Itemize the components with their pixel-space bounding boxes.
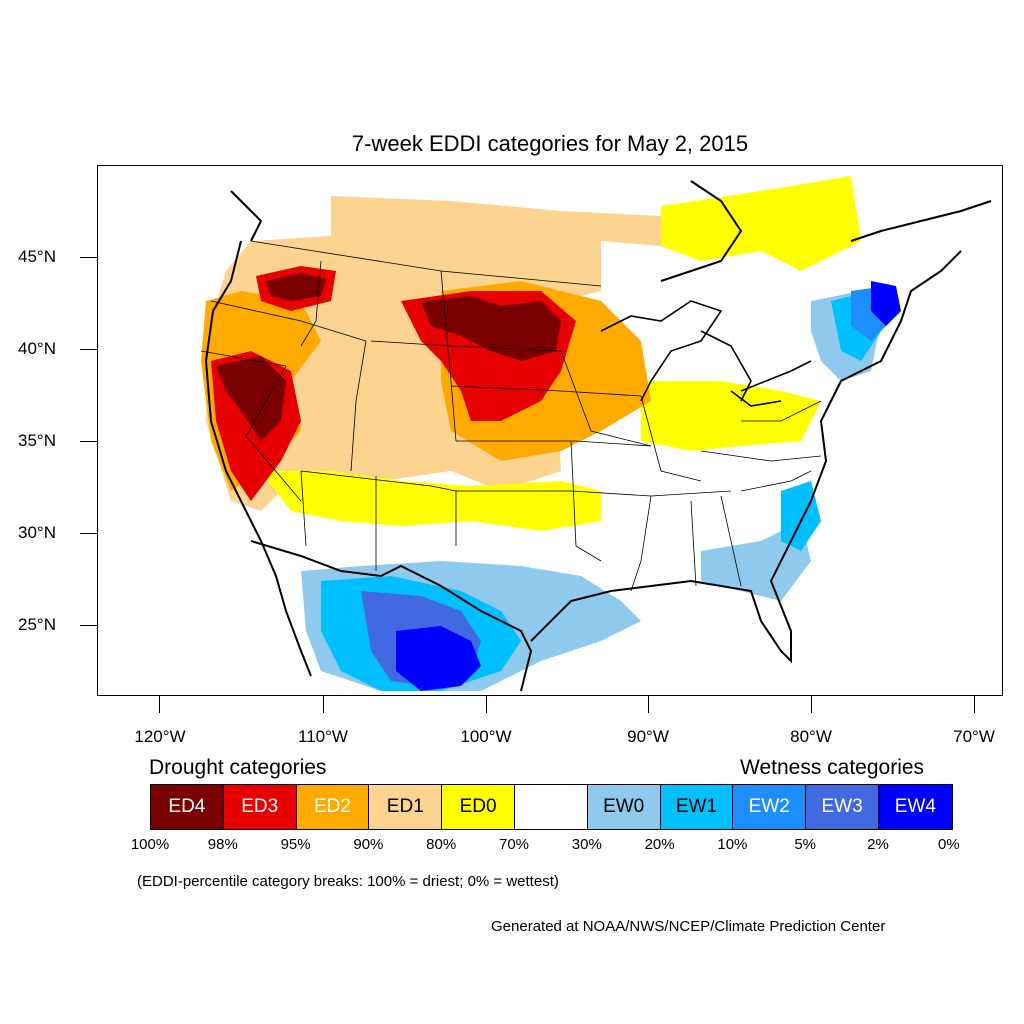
legend-break-label: 80% <box>426 836 457 853</box>
legend-break-label: 98% <box>207 836 238 853</box>
legend-break-label: 70% <box>498 836 530 853</box>
x-tick <box>974 696 975 713</box>
y-tick <box>80 349 97 350</box>
legend-cell-ed1: ED1 <box>369 785 443 829</box>
y-axis-label-45n: 45°N <box>18 247 56 266</box>
x-axis-label-100w: 100°W <box>460 727 512 746</box>
legend-cell-ew4: EW4 <box>878 785 952 829</box>
coastlines <box>204 180 992 692</box>
wetness-categories-heading: Wetness categories <box>740 756 925 779</box>
region-ed0-south <box>261 471 601 531</box>
y-tick <box>80 533 97 534</box>
legend-break-label: 2% <box>867 836 889 853</box>
legend-cell-ew0: EW0 <box>587 785 661 829</box>
region-ew4-texas <box>396 626 481 691</box>
x-axis-label-90w: 90°W <box>627 727 669 746</box>
x-tick <box>811 696 812 713</box>
map-canvas <box>200 176 992 692</box>
region-ed4-nevada <box>216 356 286 441</box>
credit-line: Generated at NOAA/NWS/NCEP/Climate Predi… <box>491 918 886 935</box>
region-ed4-plains <box>421 296 561 361</box>
legend-break-label: 100% <box>130 836 170 853</box>
legend-cell-ed4: ED4 <box>151 785 224 829</box>
y-axis-label-30n: 30°N <box>18 523 56 542</box>
x-tick <box>486 696 487 713</box>
legend-break-label: 20% <box>644 836 675 853</box>
legend-break-label: 30% <box>571 836 602 853</box>
region-ed4-nw <box>266 273 326 301</box>
legend-break-label: 95% <box>280 836 311 853</box>
great-lakes <box>600 300 812 407</box>
legend-break-label: 10% <box>717 836 748 853</box>
y-axis-label-35n: 35°N <box>18 431 56 450</box>
data-regions <box>201 176 901 691</box>
legend-cell-ew1: EW1 <box>660 785 734 829</box>
y-tick <box>80 625 97 626</box>
x-axis-label-120w: 120°W <box>134 727 186 746</box>
category-breaks-note: (EDDI-percentile category breaks: 100% =… <box>137 873 559 890</box>
legend-break-label: 0% <box>937 836 960 853</box>
eddi-map <box>97 165 1003 696</box>
x-axis-label-80w: 80°W <box>790 727 832 746</box>
y-tick <box>80 257 97 258</box>
x-tick <box>159 696 160 713</box>
region-ed1-canada <box>331 196 661 246</box>
state-borders <box>200 240 822 592</box>
region-ed0-north <box>661 176 861 271</box>
legend-cell-ed3: ED3 <box>223 785 297 829</box>
legend-break-label: 5% <box>794 836 817 853</box>
legend-cell-ed2: ED2 <box>296 785 370 829</box>
y-axis-label-40n: 40°N <box>18 339 56 358</box>
x-axis-label-70w: 70°W <box>953 727 995 746</box>
legend-cell-ed0: ED0 <box>442 785 515 829</box>
legend-cell-ew2: EW2 <box>733 785 807 829</box>
category-legend: ED4 ED3 ED2 ED1 ED0 EW0 EW1 EW2 EW3 EW4 <box>150 784 953 830</box>
y-tick <box>80 441 97 442</box>
legend-cell-neutral <box>514 785 588 829</box>
map-title: 7-week EDDI categories for May 2, 2015 <box>351 131 749 156</box>
legend-break-label: 90% <box>353 836 384 853</box>
legend-cell-ew3: EW3 <box>806 785 879 829</box>
y-axis-label-25n: 25°N <box>18 615 56 634</box>
drought-categories-heading: Drought categories <box>149 756 327 779</box>
region-ew4-maine <box>871 281 901 326</box>
x-tick <box>323 696 324 713</box>
x-axis-label-110w: 110°W <box>298 727 348 746</box>
region-ed0-midwest <box>641 381 821 451</box>
x-tick <box>648 696 649 713</box>
